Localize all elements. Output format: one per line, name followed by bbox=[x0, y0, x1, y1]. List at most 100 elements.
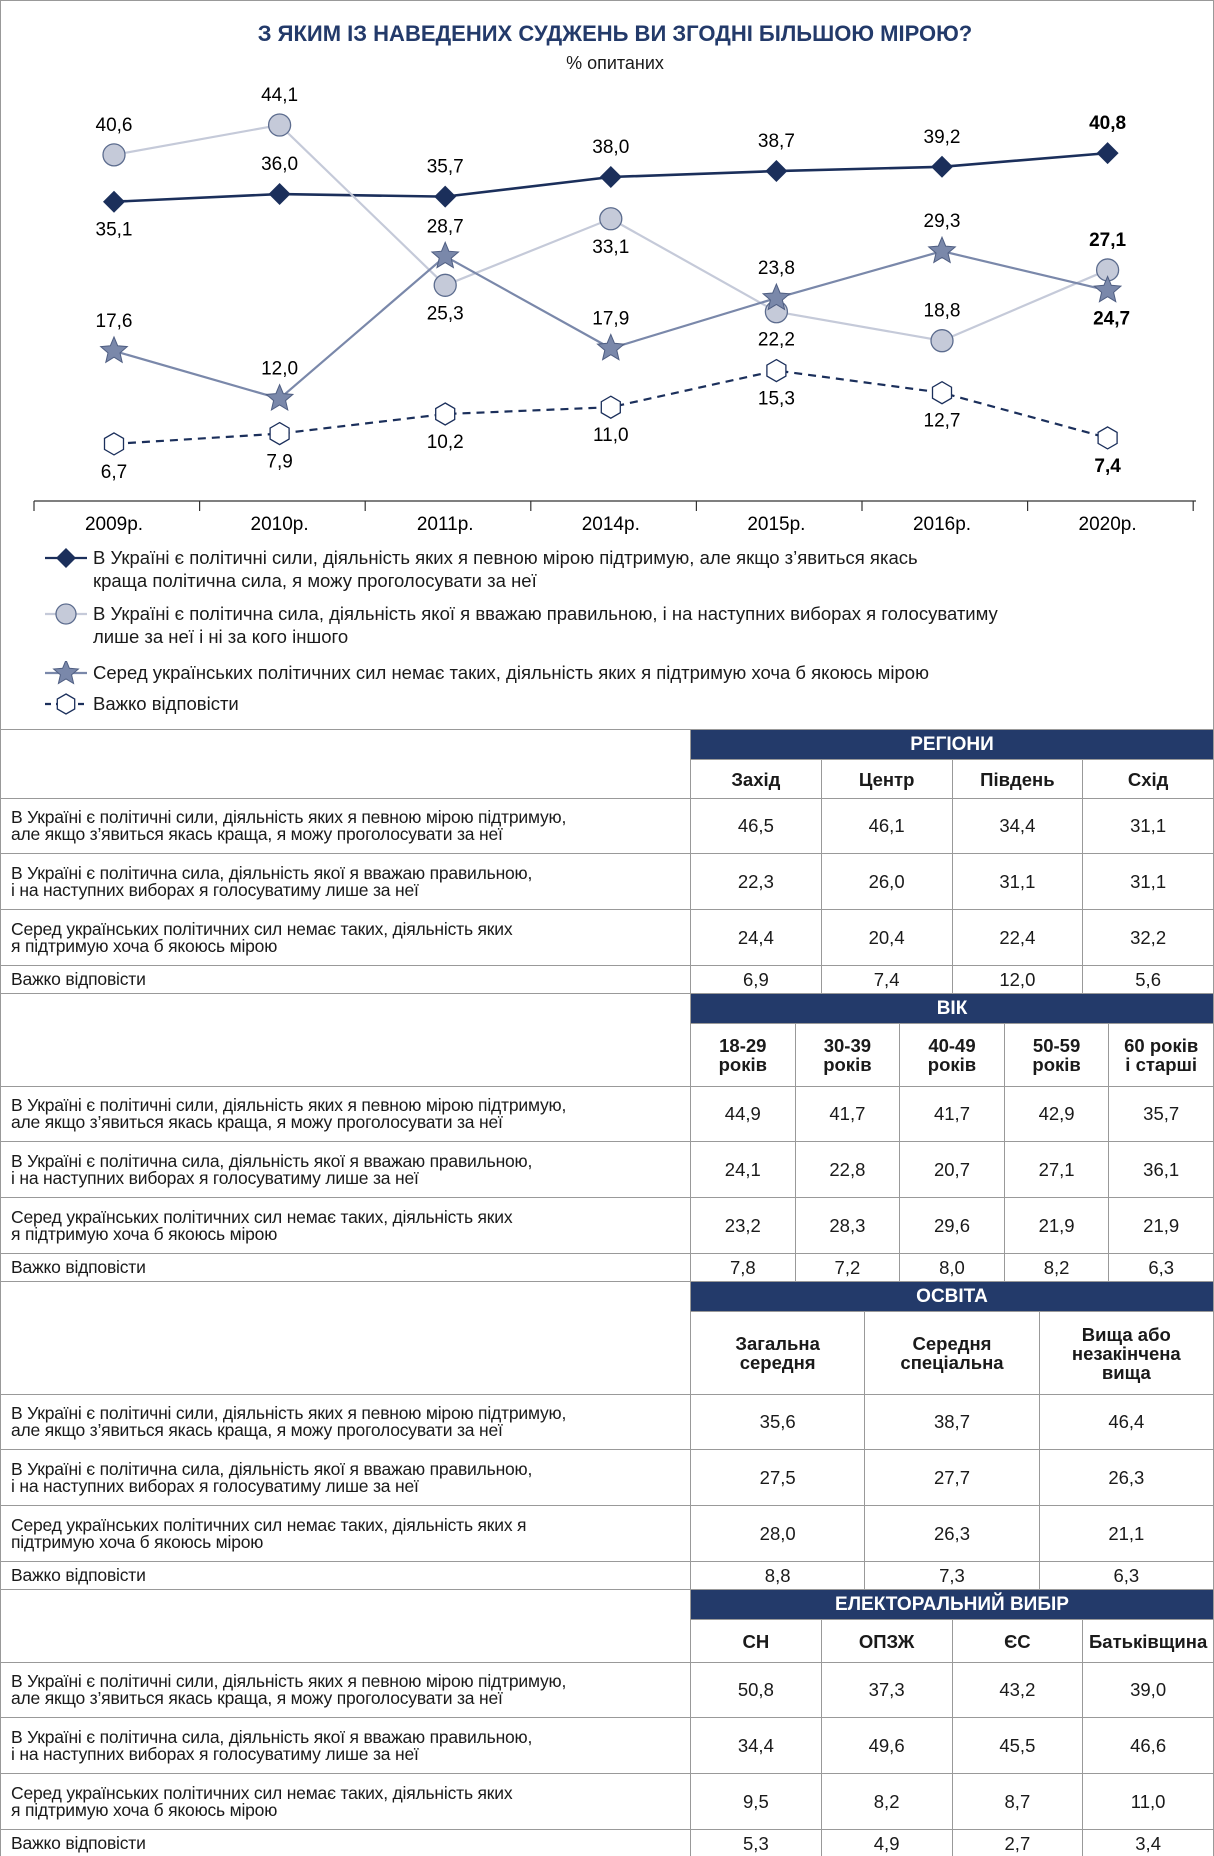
empty-cell bbox=[1, 730, 691, 799]
table-value: 7,8 bbox=[691, 1254, 796, 1282]
empty-cell bbox=[1, 994, 691, 1087]
table-value: 31,1 bbox=[952, 854, 1084, 910]
marker-diamond bbox=[56, 548, 76, 568]
table-value: 3,4 bbox=[1083, 1830, 1214, 1856]
x-tick-label: 2015р. bbox=[747, 514, 805, 535]
data-label: 38,7 bbox=[758, 131, 795, 152]
table-value: 21,9 bbox=[1004, 1198, 1110, 1254]
row-label: В Україні є політичні сили, діяльність я… bbox=[1, 1395, 691, 1450]
table-value: 46,4 bbox=[1039, 1395, 1214, 1450]
table-value: 28,3 bbox=[795, 1198, 901, 1254]
column-header: 60 років і старші bbox=[1109, 1024, 1214, 1087]
row-label: Важко відповісти bbox=[1, 1830, 691, 1856]
row-label: Важко відповісти bbox=[1, 1562, 691, 1590]
table-value: 4,9 bbox=[822, 1830, 953, 1856]
data-label: 35,7 bbox=[427, 157, 464, 178]
marker-hexagon bbox=[766, 358, 787, 383]
column-header: Загальна середня bbox=[691, 1312, 866, 1395]
group-header: ЕЛЕКТОРАЛЬНИЙ ВИБІР bbox=[691, 1590, 1214, 1620]
data-label: 17,9 bbox=[592, 308, 629, 329]
data-label: 39,2 bbox=[924, 127, 961, 148]
table-value: 11,0 bbox=[1083, 1774, 1214, 1830]
table-value: 39,0 bbox=[1083, 1663, 1214, 1718]
data-label: 6,7 bbox=[101, 462, 127, 483]
legend-icon bbox=[45, 603, 87, 625]
legend-label: В Україні є політичні сили, діяльність я… bbox=[93, 547, 918, 591]
data-label: 7,9 bbox=[266, 452, 292, 473]
data-label: 35,1 bbox=[96, 220, 133, 241]
data-label: 10,2 bbox=[427, 432, 464, 453]
data-label: 7,4 bbox=[1094, 456, 1121, 477]
data-label: 15,3 bbox=[758, 389, 795, 410]
table-value: 21,1 bbox=[1039, 1506, 1214, 1562]
table-value: 24,1 bbox=[691, 1142, 796, 1198]
table-value: 36,1 bbox=[1109, 1142, 1214, 1198]
row-label: В Україні є політичні сили, діяльність я… bbox=[1, 1087, 691, 1142]
marker-hexagon bbox=[1097, 426, 1118, 450]
data-label: 22,2 bbox=[758, 330, 795, 351]
legend-label: Серед українських політичних сил немає т… bbox=[93, 662, 929, 683]
chart-title: З ЯКИМ ІЗ НАВЕДЕНИХ СУДЖЕНЬ ВИ ЗГОДНІ БІ… bbox=[258, 21, 972, 46]
marker-diamond bbox=[434, 185, 457, 208]
data-label: 28,7 bbox=[427, 216, 464, 237]
chart-subtitle: % опитаних bbox=[566, 53, 664, 73]
row-label: В Україні є політична сила, діяльність я… bbox=[1, 1450, 691, 1506]
column-header: Батьківщина bbox=[1083, 1620, 1214, 1663]
table-value: 7,4 bbox=[821, 966, 953, 994]
marker-circle bbox=[102, 143, 126, 167]
table-value: 46,1 bbox=[821, 799, 953, 854]
empty-cell bbox=[1, 1282, 691, 1395]
table-value: 6,3 bbox=[1109, 1254, 1214, 1282]
table-section: ОСВІТА Загальна середня Середня спеціальна… bbox=[0, 1282, 1214, 1590]
table-value: 8,0 bbox=[900, 1254, 1005, 1282]
table-value: 20,4 bbox=[821, 910, 953, 966]
group-header: РЕГІОНИ bbox=[691, 730, 1214, 760]
table-value: 8,2 bbox=[1004, 1254, 1110, 1282]
column-header: Центр bbox=[821, 760, 953, 799]
x-tick-label: 2016р. bbox=[913, 514, 971, 535]
table-value: 27,1 bbox=[1004, 1142, 1110, 1198]
table-value: 50,8 bbox=[691, 1663, 822, 1718]
table-value: 35,7 bbox=[1109, 1087, 1214, 1142]
legend-item: Важко відповісти bbox=[1, 692, 239, 716]
row-label: В Україні є політична сила, діяльність я… bbox=[1, 1718, 691, 1774]
data-label: 40,6 bbox=[96, 115, 133, 136]
data-label: 23,8 bbox=[758, 258, 795, 279]
column-header: 50-59 років bbox=[1004, 1024, 1110, 1087]
table-value: 37,3 bbox=[821, 1663, 953, 1718]
table-value: 8,7 bbox=[952, 1774, 1084, 1830]
table-value: 44,9 bbox=[691, 1087, 796, 1142]
marker-diamond bbox=[931, 155, 953, 178]
data-label: 24,7 bbox=[1093, 308, 1130, 329]
column-header: 40-49 років bbox=[900, 1024, 1005, 1087]
table-value: 20,7 bbox=[900, 1142, 1005, 1198]
column-header: Захід bbox=[691, 760, 822, 799]
table-value: 21,9 bbox=[1109, 1198, 1214, 1254]
table-value: 41,7 bbox=[900, 1087, 1005, 1142]
data-label: 38,0 bbox=[592, 137, 629, 158]
table-section: ЕЛЕКТОРАЛЬНИЙ ВИБІР СН ОПЗЖ ЄС Батьківщина В … bbox=[0, 1590, 1214, 1856]
row-label: Серед українських політичних сил немає т… bbox=[1, 910, 691, 966]
x-tick-label: 2020р. bbox=[1079, 514, 1137, 535]
legend-label: Важко відповісти bbox=[93, 693, 239, 714]
marker-hexagon bbox=[435, 402, 456, 426]
data-label: 36,0 bbox=[261, 154, 298, 175]
legend-icon bbox=[45, 548, 87, 568]
table-value: 29,6 bbox=[900, 1198, 1005, 1254]
table-value: 34,4 bbox=[952, 799, 1084, 854]
column-header: ОПЗЖ bbox=[821, 1620, 953, 1663]
data-label: 12,0 bbox=[261, 359, 298, 380]
data-label: 12,7 bbox=[924, 411, 961, 432]
column-header: Середня спеціальна bbox=[865, 1312, 1040, 1395]
data-label: 40,8 bbox=[1089, 113, 1126, 134]
legend-label: В Україні є політична сила, діяльність я… bbox=[93, 603, 998, 647]
row-label: Важко відповісти bbox=[1, 966, 691, 994]
table-value: 22,8 bbox=[795, 1142, 901, 1198]
column-header: Південь bbox=[952, 760, 1084, 799]
marker-star bbox=[927, 235, 957, 264]
marker-star bbox=[430, 240, 460, 269]
chart: З ЯКИМ ІЗ НАВЕДЕНИХ СУДЖЕНЬ ВИ ЗГОДНІ БІ… bbox=[33, 21, 1196, 535]
group-header: ОСВІТА bbox=[691, 1282, 1214, 1312]
table-value: 28,0 bbox=[691, 1506, 866, 1562]
x-tick-label: 2010р. bbox=[251, 514, 309, 535]
